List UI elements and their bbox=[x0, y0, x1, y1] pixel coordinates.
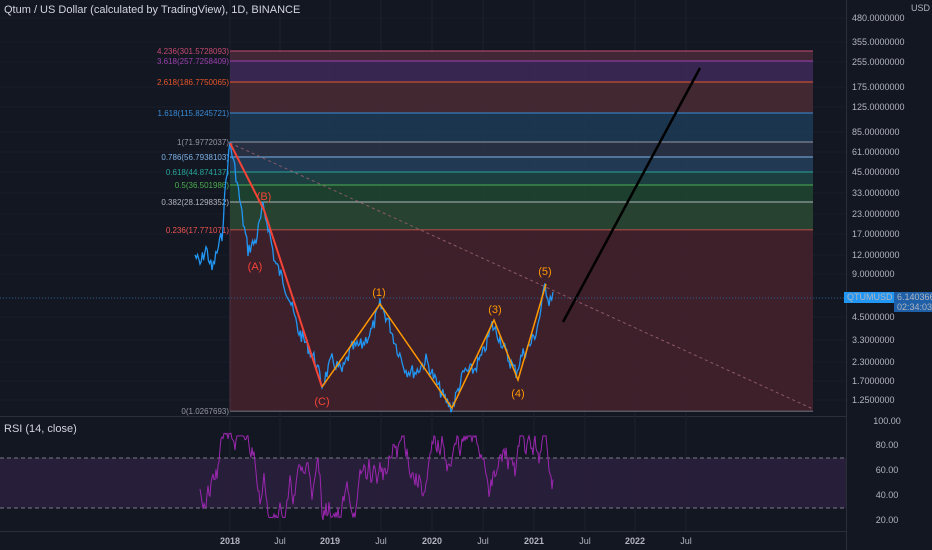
current-price-value: 6.1403660 bbox=[897, 292, 932, 302]
fib-zone bbox=[230, 82, 813, 113]
projection-line bbox=[561, 67, 702, 323]
price-axis-label: 1.7000000 bbox=[852, 376, 895, 386]
trend-line-dashed bbox=[229, 142, 814, 410]
price-series-line bbox=[194, 141, 554, 413]
price-axis-label: 480.0000000 bbox=[852, 13, 905, 23]
price-axis-currency: USD bbox=[911, 3, 931, 13]
fib-level-label: 0.236(17.771071) bbox=[166, 226, 230, 235]
wave-label: (4) bbox=[511, 388, 524, 400]
fib-zone-bottom bbox=[230, 230, 813, 411]
fib-level-label: 3.618(257.7258409) bbox=[157, 57, 229, 66]
fib-level-label: 1.618(115.8245721) bbox=[158, 109, 230, 118]
time-axis-label: Jul bbox=[579, 536, 591, 546]
rsi-band bbox=[0, 458, 846, 508]
wave-abc-line bbox=[229, 142, 323, 388]
wave-label: (A) bbox=[248, 261, 263, 273]
price-axis-label: 255.0000000 bbox=[852, 57, 905, 67]
price-axis-label: 1.2500000 bbox=[852, 395, 895, 405]
price-axis-label: 17.0000000 bbox=[852, 229, 900, 239]
fib-level-label: 0.786(56.7938103) bbox=[161, 153, 229, 162]
wave-impulse-line bbox=[321, 283, 547, 410]
rsi-axis-label: 80.00 bbox=[876, 440, 899, 450]
time-axis-label: 2018 bbox=[220, 536, 240, 546]
wave-label: (5) bbox=[538, 266, 551, 278]
price-axis-label: 45.0000000 bbox=[852, 167, 900, 177]
fib-level-label: 0.382(28.1298352) bbox=[161, 198, 229, 207]
fib-zone bbox=[230, 113, 813, 142]
rsi-axis-label: 40.00 bbox=[876, 490, 899, 500]
price-axis-bg bbox=[846, 0, 932, 550]
fib-level-label: 0.618(44.874137) bbox=[166, 168, 230, 177]
time-axis-label: Jul bbox=[274, 536, 286, 546]
fib-level-label: 2.618(186.7750065) bbox=[157, 78, 229, 87]
time-axis-label: Jul bbox=[477, 536, 489, 546]
price-axis-label: 3.3000000 bbox=[852, 335, 895, 345]
rsi-title: RSI (14, close) bbox=[4, 423, 77, 435]
symbol-title: Qtum / US Dollar (calculated by TradingV… bbox=[4, 4, 301, 16]
fib-zone bbox=[230, 61, 813, 82]
fib-zone bbox=[230, 185, 813, 202]
fib-zone bbox=[230, 172, 813, 185]
countdown-value: 02:34:03 bbox=[897, 302, 932, 312]
wave-label: (B) bbox=[257, 191, 272, 203]
fib-zone bbox=[230, 142, 813, 157]
price-axis-label: 12.0000000 bbox=[852, 250, 900, 260]
wave-label: (3) bbox=[488, 304, 501, 316]
price-badge bbox=[894, 292, 932, 312]
price-axis-label: 175.0000000 bbox=[852, 82, 905, 92]
wave-label: (C) bbox=[314, 396, 329, 408]
symbol-badge bbox=[844, 292, 894, 303]
price-axis-label: 9.0000000 bbox=[852, 269, 895, 279]
wave-label: (1) bbox=[372, 287, 385, 299]
fib-level-label: 0.5(36.501986) bbox=[175, 181, 230, 190]
fib-zone bbox=[230, 202, 813, 230]
price-axis-label: 85.0000000 bbox=[852, 127, 900, 137]
fib-level-label: 4.236(301.5728093) bbox=[157, 47, 229, 56]
time-axis-label: Jul bbox=[375, 536, 387, 546]
price-axis-label: 4.5000000 bbox=[852, 312, 895, 322]
time-axis-label: 2020 bbox=[422, 536, 442, 546]
fib-zone bbox=[230, 51, 813, 61]
rsi-axis-label: 60.00 bbox=[876, 465, 899, 475]
price-axis-label: 61.0000000 bbox=[852, 147, 900, 157]
price-axis-label: 125.0000000 bbox=[852, 102, 905, 112]
time-axis-label: 2021 bbox=[524, 536, 544, 546]
rsi-axis-label: 20.00 bbox=[876, 515, 899, 525]
time-axis-label: Jul bbox=[680, 536, 692, 546]
symbol-badge-text: QTUMUSD bbox=[847, 292, 893, 302]
fib-level-label: 1(71.9772037) bbox=[177, 138, 229, 147]
price-axis-label: 355.0000000 bbox=[852, 37, 905, 47]
rsi-axis-label: 100.00 bbox=[873, 416, 901, 426]
price-axis-label: 33.0000000 bbox=[852, 188, 900, 198]
time-axis-label: 2022 bbox=[625, 536, 645, 546]
price-axis-label: 2.3000000 bbox=[852, 357, 895, 367]
fib-level-label: 0(1.0267693) bbox=[181, 407, 229, 416]
fib-zone bbox=[230, 157, 813, 172]
time-axis-label: 2019 bbox=[320, 536, 340, 546]
rsi-line bbox=[199, 432, 554, 521]
price-axis-label: 23.0000000 bbox=[852, 209, 900, 219]
